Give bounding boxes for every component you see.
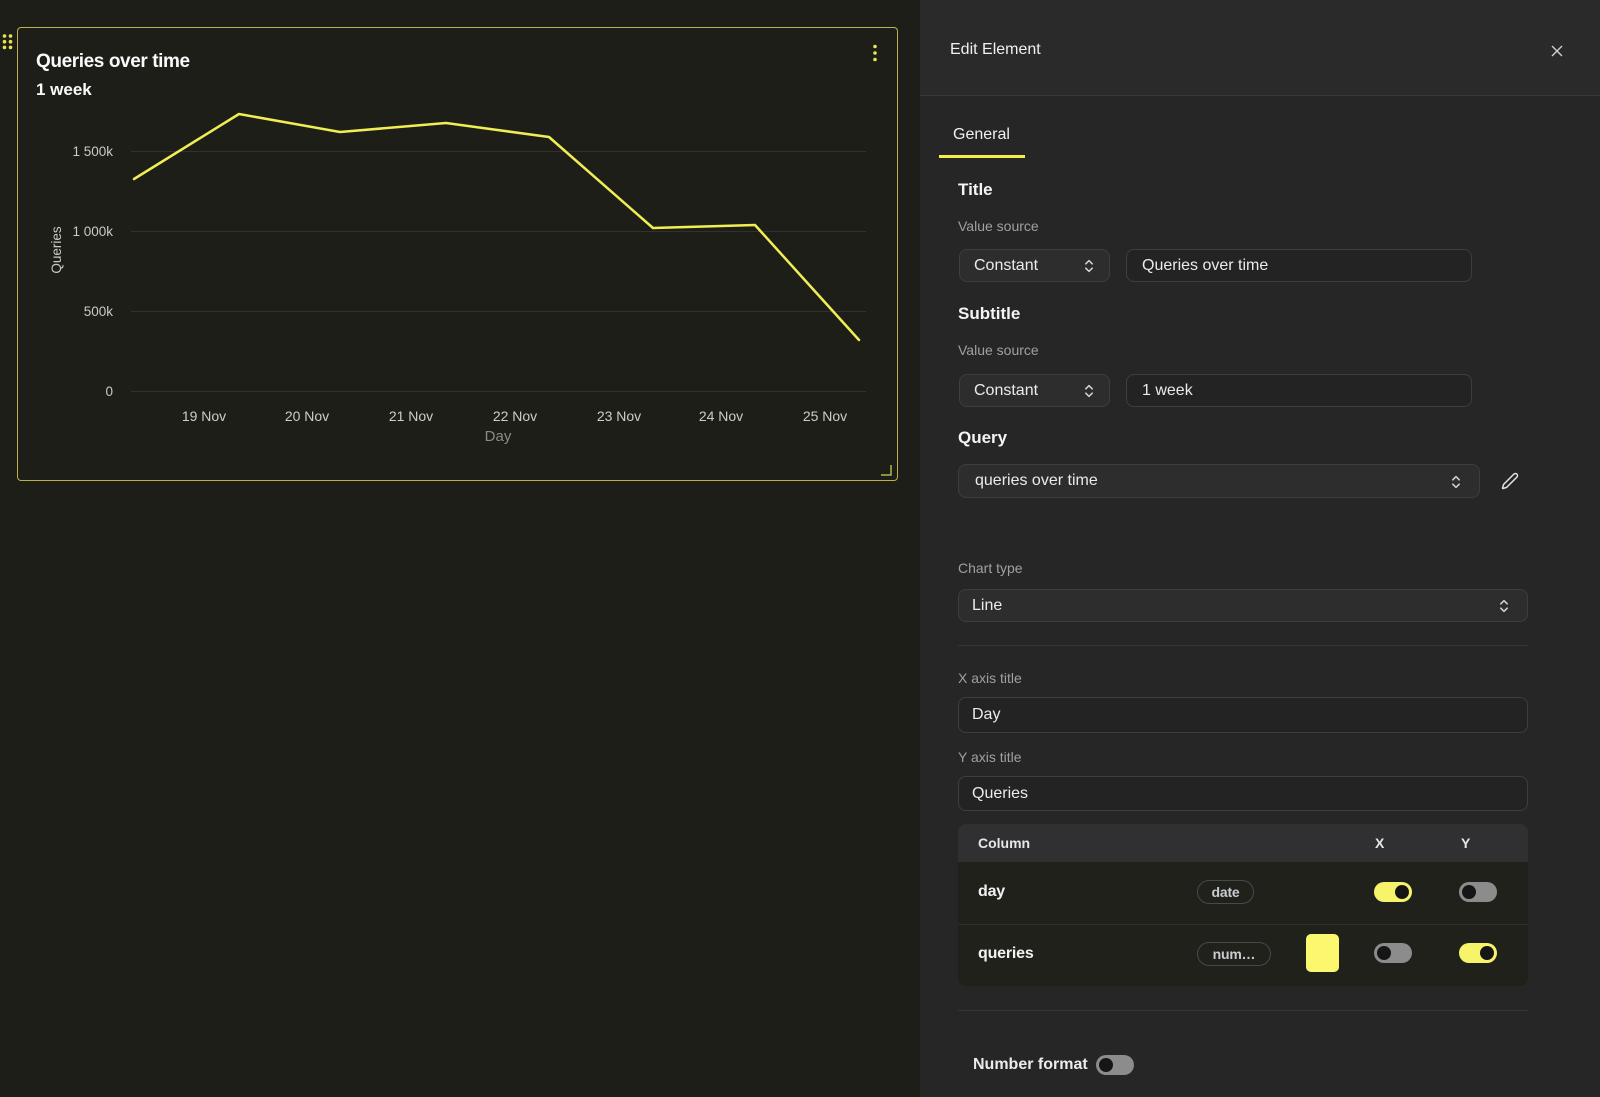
svg-text:25 Nov: 25 Nov (803, 408, 847, 424)
svg-text:19 Nov: 19 Nov (182, 408, 226, 424)
svg-text:500k: 500k (84, 304, 114, 319)
svg-text:1 000k: 1 000k (72, 224, 113, 239)
svg-text:21 Nov: 21 Nov (389, 408, 433, 424)
svg-text:23 Nov: 23 Nov (597, 408, 641, 424)
svg-text:22 Nov: 22 Nov (493, 408, 537, 424)
svg-text:Day: Day (485, 428, 512, 445)
svg-text:24 Nov: 24 Nov (699, 408, 743, 424)
svg-text:1 500k: 1 500k (72, 144, 113, 159)
svg-text:0: 0 (105, 384, 113, 399)
svg-text:Queries: Queries (49, 226, 64, 274)
svg-text:20 Nov: 20 Nov (285, 408, 329, 424)
